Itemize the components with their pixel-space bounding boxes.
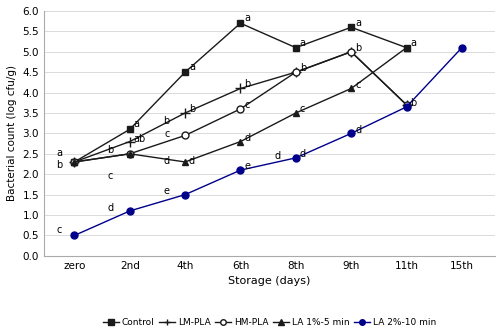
LA 1%-5 min (127, 152, 133, 156)
Text: b: b (56, 160, 63, 171)
HM-PLA (127, 152, 133, 156)
Control (237, 21, 243, 25)
Control (403, 46, 409, 50)
HM-PLA (182, 133, 188, 137)
Text: d: d (299, 149, 305, 159)
Text: a: a (244, 13, 250, 23)
HM-PLA (237, 107, 243, 111)
Y-axis label: Bacterial count (log cfu/g): Bacterial count (log cfu/g) (7, 65, 17, 201)
Text: c: c (57, 225, 62, 236)
Line: LA 2%-10 min: LA 2%-10 min (71, 44, 464, 239)
LA 2%-10 min (182, 193, 188, 196)
LA 1%-5 min (182, 160, 188, 164)
Control (71, 160, 77, 164)
Text: d: d (163, 155, 169, 166)
Control (348, 25, 354, 29)
LA 2%-10 min (237, 168, 243, 172)
LA 2%-10 min (71, 234, 77, 237)
Text: d: d (107, 203, 113, 213)
Line: Control: Control (71, 20, 409, 165)
LM-PLA (237, 87, 243, 91)
Control (127, 127, 133, 131)
HM-PLA (292, 70, 298, 74)
LM-PLA (403, 103, 409, 107)
Text: b: b (244, 79, 250, 89)
Text: d: d (274, 151, 280, 161)
LA 2%-10 min (403, 105, 409, 109)
Text: d: d (188, 155, 195, 166)
LA 2%-10 min (348, 132, 354, 135)
HM-PLA (403, 103, 409, 107)
Text: a: a (409, 38, 415, 48)
Line: LA 1%-5 min: LA 1%-5 min (71, 44, 409, 165)
Text: c: c (354, 80, 360, 90)
Text: a: a (188, 62, 194, 72)
Line: HM-PLA: HM-PLA (71, 48, 409, 165)
LA 1%-5 min (237, 140, 243, 144)
LA 2%-10 min (292, 156, 298, 160)
LM-PLA (127, 140, 133, 144)
LA 2%-10 min (458, 46, 464, 50)
LA 1%-5 min (348, 87, 354, 91)
HM-PLA (348, 50, 354, 54)
LA 1%-5 min (292, 111, 298, 115)
Text: a: a (354, 18, 360, 29)
Text: a: a (133, 119, 139, 129)
Text: c: c (164, 129, 169, 139)
Control (292, 46, 298, 50)
Text: b: b (299, 63, 305, 73)
LA 1%-5 min (71, 160, 77, 164)
Text: a: a (299, 38, 305, 48)
Text: b: b (163, 116, 169, 126)
LM-PLA (348, 50, 354, 54)
Text: ab: ab (133, 134, 146, 144)
Text: e: e (163, 186, 169, 196)
Text: d: d (244, 133, 250, 143)
LA 2%-10 min (127, 209, 133, 213)
Text: b: b (188, 104, 195, 114)
Text: d: d (354, 125, 360, 134)
Text: b: b (354, 43, 361, 53)
LA 1%-5 min (403, 46, 409, 50)
Text: a: a (57, 148, 62, 158)
Legend: Control, LM-PLA, HM-PLA, LA 1%-5 min, LA 2%-10 min: Control, LM-PLA, HM-PLA, LA 1%-5 min, LA… (99, 314, 439, 328)
Text: c: c (108, 171, 113, 181)
HM-PLA (71, 160, 77, 164)
LM-PLA (182, 111, 188, 115)
LM-PLA (292, 70, 298, 74)
Line: LM-PLA: LM-PLA (70, 47, 410, 167)
Control (182, 70, 188, 74)
X-axis label: Storage (days): Storage (days) (228, 276, 310, 286)
Text: b: b (409, 98, 416, 108)
Text: b: b (107, 145, 113, 155)
Text: e: e (244, 161, 250, 171)
Text: c: c (299, 104, 305, 114)
Text: c: c (244, 100, 249, 110)
LM-PLA (71, 160, 77, 164)
